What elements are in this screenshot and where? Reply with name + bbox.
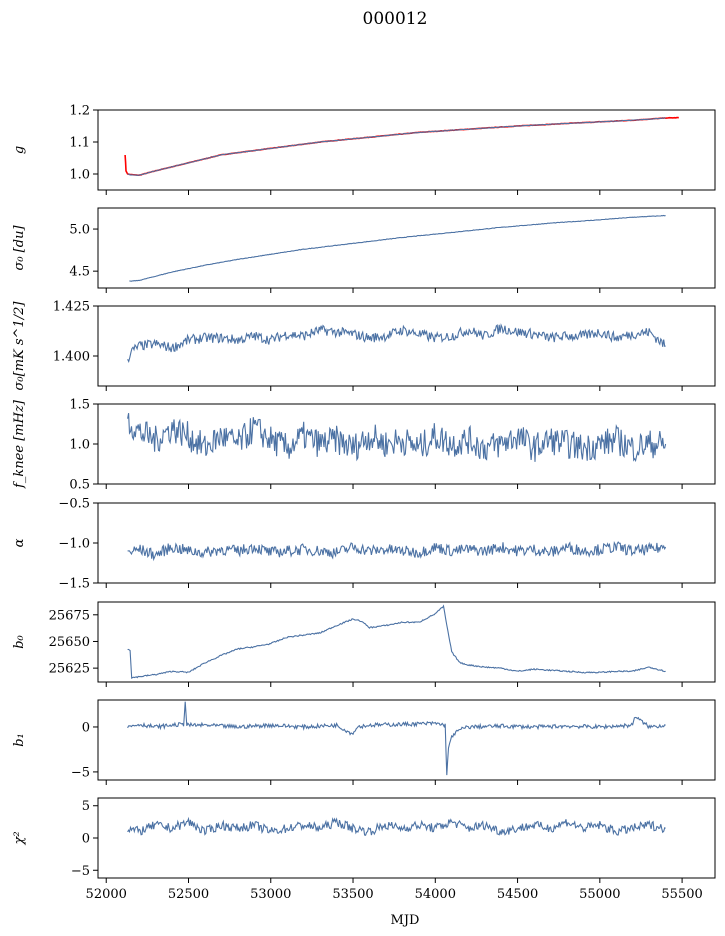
- y-tick-label-6-1: 25625: [49, 662, 90, 677]
- y-tick-label-4-2: 1.0: [69, 438, 90, 453]
- y-axis-label-8: χ²: [12, 831, 27, 845]
- y-tick-label-8-2: 0: [82, 832, 90, 847]
- x-tick-label-6: 54500: [497, 887, 538, 902]
- y-tick-label-3-1: 1.400: [53, 350, 90, 365]
- axes-frame-6: [97, 601, 716, 683]
- x-tick-label-7: 55000: [579, 887, 620, 902]
- axes-frame-3: [97, 305, 716, 387]
- series-line-1-2: [127, 117, 666, 176]
- y-tick-label-4-1: 0.5: [69, 478, 90, 493]
- series-line-5-1: [127, 540, 667, 562]
- axes-frame-1: [97, 109, 716, 191]
- panel-7: −5 0 b₁: [12, 699, 716, 785]
- x-tick-label-4: 53500: [332, 887, 373, 902]
- series-line-8-1: [127, 816, 666, 836]
- series-line-7-1: [127, 701, 666, 776]
- y-tick-label-4-3: 1.5: [69, 398, 90, 413]
- y-axis-label-1: g: [12, 146, 27, 154]
- y-tick-label-1-2: 1.1: [69, 136, 90, 151]
- y-axis-label-3: σ₀[mK s^1/2]: [12, 301, 27, 391]
- y-tick-label-5-2: −1.0: [58, 537, 90, 552]
- y-tick-label-1-1: 1.0: [69, 168, 90, 183]
- y-tick-label-7-1: −5: [71, 765, 90, 780]
- panel-2: 4.5 5.0 σ₀ [du]: [12, 207, 716, 293]
- panel-4: 0.5 1.0 1.5 f_knee [mHz]: [12, 398, 716, 493]
- y-tick-label-8-3: 5: [82, 799, 90, 814]
- y-tick-label-8-1: −5: [71, 864, 90, 879]
- panel-3: 1.400 1.425 σ₀[mK s^1/2]: [12, 300, 716, 391]
- y-axis-label-5: α: [12, 538, 27, 547]
- y-tick-label-5-1: −1.5: [58, 577, 90, 592]
- figure-title: 000012: [363, 9, 428, 29]
- axes-frame-7: [97, 699, 716, 781]
- y-axis-label-4: f_knee [mHz]: [12, 399, 27, 489]
- series-line-1-1: [124, 116, 679, 176]
- x-tick-label-2: 52500: [168, 887, 209, 902]
- x-tick-label-8: 55500: [661, 887, 702, 902]
- panels: 1.0 1.1 1.2 g 4.5 5.0 σ₀ [du] 1.400 1.425 σ₀[mK s…: [12, 104, 716, 902]
- axes-frame-5: [97, 502, 716, 584]
- axes-frame-2: [97, 207, 716, 289]
- panel-1: 1.0 1.1 1.2 g: [12, 104, 716, 195]
- panel-8: −5 0 5 52000 52500 53000 53500 54000 54500 55000 5…: [12, 797, 716, 902]
- series-line-6-1: [127, 604, 666, 680]
- y-tick-label-6-3: 25675: [49, 608, 90, 623]
- y-tick-label-2-2: 5.0: [69, 223, 90, 238]
- series-line-2-1: [129, 214, 666, 282]
- series-line-4-1: [127, 413, 667, 463]
- series-line-3-1: [127, 323, 666, 364]
- axes-frame-8: [97, 797, 716, 879]
- y-tick-label-7-2: 0: [82, 720, 90, 735]
- panel-5: −1.5 −1.0 −0.5 α: [12, 497, 716, 592]
- y-axis-label-7: b₁: [12, 733, 27, 747]
- y-tick-label-5-3: −0.5: [58, 497, 90, 512]
- x-tick-label-1: 52000: [86, 887, 127, 902]
- y-tick-label-3-2: 1.425: [53, 300, 90, 315]
- panel-6: 25625 25650 25675 b₀: [12, 601, 716, 687]
- x-axis-label: MJD: [391, 913, 420, 928]
- y-tick-label-1-3: 1.2: [69, 104, 90, 119]
- y-tick-label-2-1: 4.5: [69, 265, 90, 280]
- y-axis-label-6: b₀: [12, 634, 27, 648]
- x-tick-label-5: 54000: [415, 887, 456, 902]
- x-tick-label-3: 53000: [250, 887, 291, 902]
- y-axis-label-2: σ₀ [du]: [12, 225, 27, 271]
- y-tick-label-6-2: 25650: [49, 635, 90, 650]
